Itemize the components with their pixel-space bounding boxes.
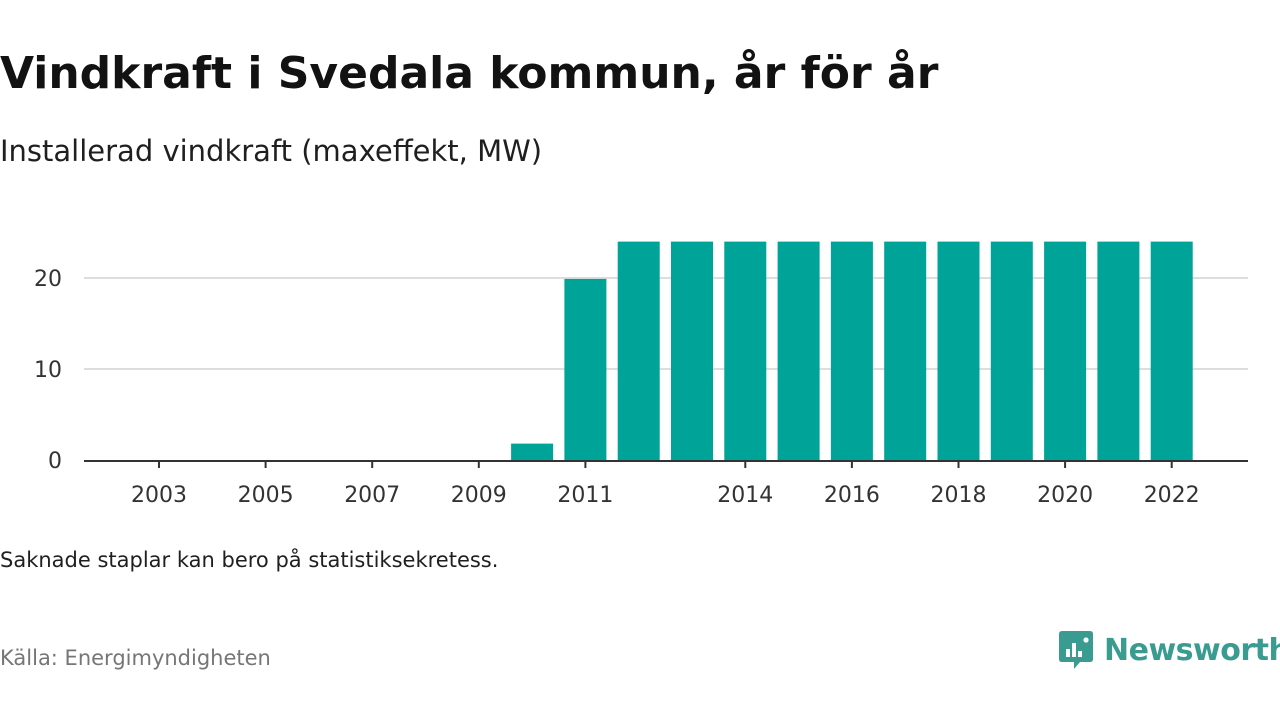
bars <box>511 241 1193 460</box>
bar-2015 <box>777 241 820 460</box>
bar-2019 <box>990 241 1033 460</box>
y-tick-labels: 0 10 20 <box>34 267 62 474</box>
bar-2011 <box>564 278 607 460</box>
y-tick-label: 0 <box>48 449 62 474</box>
x-tick-label: 2003 <box>131 483 187 508</box>
newsworthy-logo-icon <box>1059 631 1093 669</box>
brand-name: Newsworthy <box>1104 632 1280 668</box>
x-tick-label: 2009 <box>451 483 507 508</box>
footnote: Saknade staplar kan bero på statistiksek… <box>0 548 499 572</box>
y-tick-label: 20 <box>34 267 62 292</box>
bar-2014 <box>724 241 767 460</box>
x-tick-label: 2020 <box>1037 483 1093 508</box>
x-tick-label: 2014 <box>717 483 773 508</box>
bar-2013 <box>671 241 713 460</box>
x-tick-label: 2011 <box>557 483 613 508</box>
x-tick-label: 2018 <box>931 483 987 508</box>
bar-2016 <box>830 241 873 460</box>
x-tick-label: 2016 <box>824 483 880 508</box>
brand-logo[interactable]: Newsworthy <box>1058 628 1280 672</box>
x-tick-labels: 2003 2005 2007 2009 2011 2014 2016 2018 2020 2022 <box>131 461 1200 508</box>
source-credit: Källa: Energimyndigheten <box>0 646 271 670</box>
chart-subtitle: Installerad vindkraft (maxeffekt, MW) <box>0 134 543 168</box>
x-tick-label: 2022 <box>1144 483 1200 508</box>
x-tick-label: 2005 <box>238 483 294 508</box>
bar-2021 <box>1097 241 1140 460</box>
bar-2012 <box>617 241 660 460</box>
bar-2010 <box>511 443 554 460</box>
y-tick-label: 10 <box>34 358 62 383</box>
bar-2018 <box>937 241 980 460</box>
bar-2017 <box>884 241 927 460</box>
bar-2022 <box>1150 241 1193 460</box>
bar-2020 <box>1044 241 1087 460</box>
x-tick-label: 2007 <box>344 483 400 508</box>
chart-title: Vindkraft i Svedala kommun, år för år <box>0 48 939 99</box>
